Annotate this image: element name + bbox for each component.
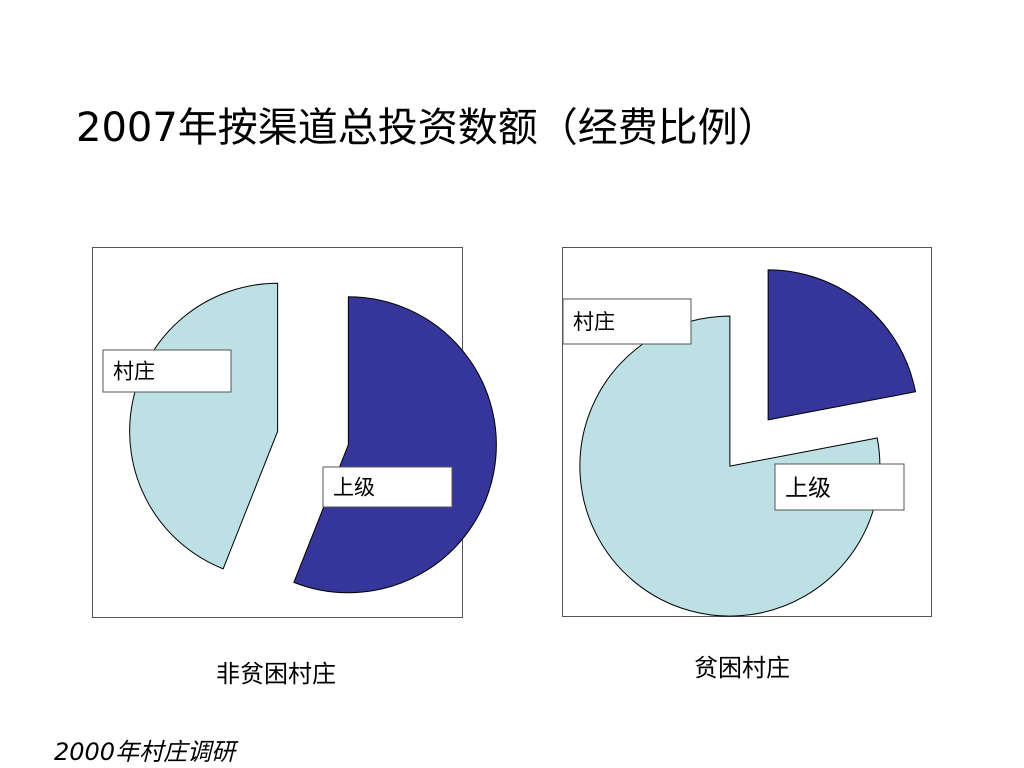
slice-label-text: 村庄 [113,360,155,384]
chart-caption-poor: 贫困村庄 [694,654,790,682]
pie-chart-poor-villages: 村庄上级 [562,247,932,617]
pie-slice-village [767,269,917,421]
slice-label-text: 上级 [333,476,375,500]
page-title: 2007年按渠道总投资数额（经费比例） [76,105,778,151]
footnote: 2000年村庄调研 [54,738,236,766]
slice-label-upper: 上级 [322,466,453,508]
slice-label-village: 村庄 [102,349,232,393]
pie-slice-upper [579,315,881,617]
pie-slice-upper [129,282,279,570]
slice-label-text: 村庄 [573,310,615,334]
slice-label-upper: 上级 [774,463,905,511]
slice-label-box [774,463,905,511]
slice-label-box [102,349,232,393]
slice-label-box [562,298,692,345]
chart-caption-non-poor: 非贫困村庄 [216,660,336,688]
pie-chart-non-poor-villages: 村庄上级 [92,247,497,618]
slice-label-village: 村庄 [562,298,692,345]
slice-label-box [322,466,453,508]
slice-label-text: 上级 [785,475,831,501]
pie-slice-village [293,296,497,594]
